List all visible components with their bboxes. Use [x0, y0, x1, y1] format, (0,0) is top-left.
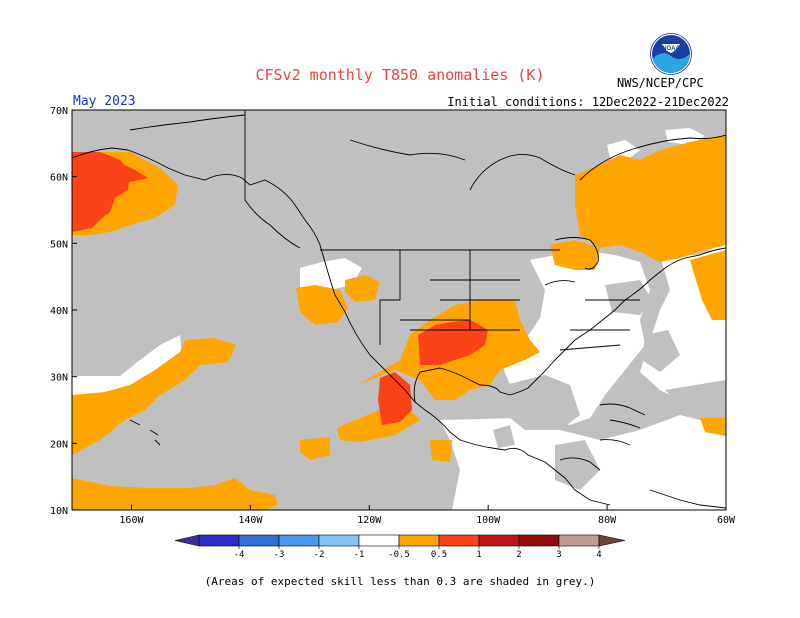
longitude-ticks: 160W 140W 120W 100W 80W 60W	[119, 505, 736, 526]
legend-tick-label: 0.5	[431, 550, 447, 560]
legend-box	[398, 534, 440, 547]
legend-box	[558, 534, 600, 547]
legend-tick-label: -3	[274, 550, 285, 560]
lon-tick-label: 120W	[357, 515, 382, 526]
low-skill-inner-areas	[493, 280, 726, 490]
legend-box	[278, 534, 320, 547]
legend-tick-label: -2	[314, 550, 325, 560]
lat-tick-label: 10N	[50, 506, 68, 517]
lat-tick-label: 60N	[50, 173, 68, 184]
legend-tick-label: 2	[516, 550, 521, 560]
lon-tick-label: 140W	[238, 515, 263, 526]
legend-box	[238, 534, 280, 547]
legend-labels: -4 -3 -2 -1 -0.5 0.5 1 2 3 4	[234, 546, 602, 560]
legend-tick-label: -0.5	[388, 550, 410, 560]
lat-tick-label: 70N	[50, 106, 68, 117]
noaa-logo: NOAA	[650, 33, 692, 75]
lat-tick-label: 20N	[50, 439, 68, 450]
anomaly-areas-1-to-2	[72, 152, 488, 425]
lat-tick-label: 30N	[50, 373, 68, 384]
lon-tick-label: 60W	[717, 515, 736, 526]
legend-tick-label: -4	[234, 550, 245, 560]
legend-box	[318, 534, 360, 547]
legend-tick-label: 4	[596, 550, 601, 560]
legend-box	[518, 534, 560, 547]
legend-tick-label: -1	[354, 550, 365, 560]
legend-tick-label: 1	[476, 550, 481, 560]
anomaly-areas-0.5-to-1	[72, 135, 726, 510]
legend-arrow-high	[598, 534, 626, 547]
legend-tick-label: 3	[556, 550, 561, 560]
lon-tick-label: 80W	[598, 515, 617, 526]
initial-conditions-label: Initial conditions: 12Dec2022-21Dec2022	[447, 95, 729, 109]
map-title: CFSv2 monthly T850 anomalies (K)	[255, 66, 545, 84]
latitude-ticks: 70N 60N 50N 40N 30N 20N 10N	[50, 106, 77, 517]
lat-tick-label: 40N	[50, 306, 68, 317]
agency-label: NWS/NCEP/CPC	[617, 76, 704, 90]
lon-tick-label: 160W	[119, 515, 144, 526]
legend-box	[198, 534, 240, 547]
lon-tick-label: 100W	[476, 515, 501, 526]
legend-boxes	[174, 534, 626, 547]
legend-box	[478, 534, 520, 547]
legend-box	[358, 534, 400, 547]
lat-tick-label: 50N	[50, 239, 68, 250]
logo-text: NOAA	[662, 46, 680, 52]
legend-box	[438, 534, 480, 547]
legend-arrow-low	[174, 534, 200, 547]
valid-month-label: May 2023	[73, 94, 136, 109]
coastlines-and-borders	[72, 110, 726, 509]
skill-footnote: (Areas of expected skill less than 0.3 a…	[204, 575, 596, 588]
